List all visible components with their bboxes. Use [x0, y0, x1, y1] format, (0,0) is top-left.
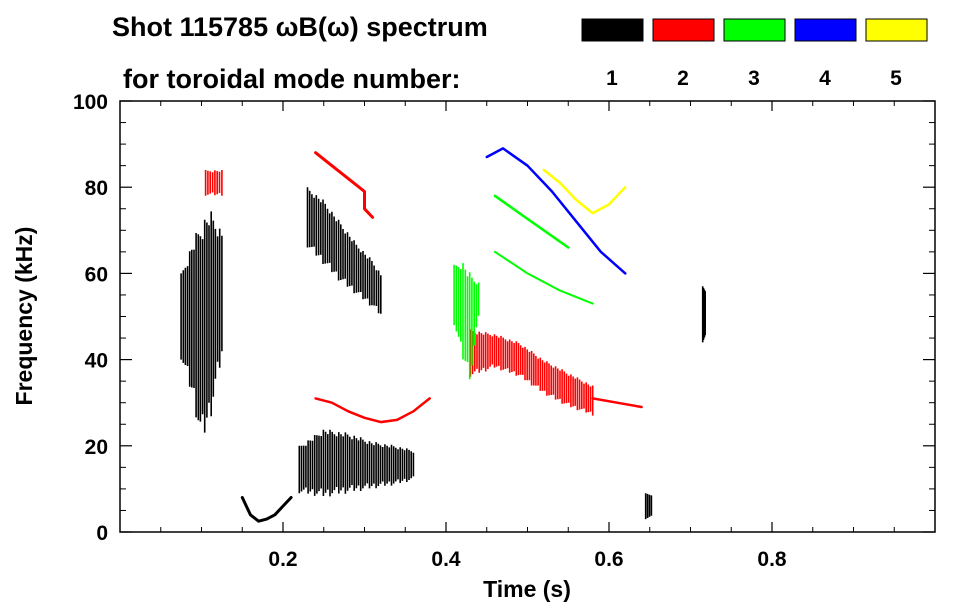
legend-label-mode-1: 1 [606, 67, 618, 90]
x-tick-label: 0.2 [268, 548, 297, 571]
feature-n1-edge [644, 493, 653, 520]
feature-n2-early-high [204, 170, 223, 196]
spectrogram-marks [180, 147, 706, 523]
legend-swatch-mode-5 [865, 18, 928, 42]
feature-n3-chirp-b [493, 250, 594, 305]
feature-n3-burst [453, 263, 480, 380]
legend-swatch-mode-4 [794, 18, 857, 42]
legend-label-mode-2: 2 [677, 67, 689, 90]
feature-n1-high-band [306, 187, 382, 314]
feature-n1-early-burst [180, 211, 223, 433]
feature-n2-upper-chirp [314, 151, 375, 219]
feature-n3-chirp-a [493, 194, 570, 249]
chart-title-line1: Shot 115785 ωB(ω) spectrum [112, 12, 488, 42]
x-tick-label: 0.8 [757, 548, 787, 571]
feature-n5-chirp [542, 168, 627, 215]
y-tick-label: 60 [85, 263, 108, 286]
y-tick-label: 80 [85, 177, 108, 200]
x-axis-label: Time (s) [483, 576, 571, 602]
feature-n1-fishbones [298, 429, 415, 497]
legend-label-mode-3: 3 [748, 67, 760, 90]
feature-n2-mid-arc [314, 397, 431, 424]
y-tick-label: 40 [85, 350, 108, 373]
axis-ticks: 0.2 0.4 0.6 0.8 0 20 40 60 80 100 [73, 91, 935, 571]
mode-legend: 1 2 3 4 5 [581, 18, 928, 90]
feature-n2-main-band [469, 329, 594, 416]
feature-n2-tail [591, 397, 643, 409]
y-tick-label: 100 [73, 91, 108, 114]
y-tick-label: 0 [96, 522, 108, 545]
x-tick-label: 0.4 [431, 548, 461, 571]
legend-swatch-mode-1 [581, 18, 644, 42]
chart-title-line2: for toroidal mode number: [123, 64, 461, 94]
feature-n1-chirp-down [240, 496, 293, 523]
legend-label-mode-5: 5 [890, 67, 902, 90]
legend-swatch-mode-2 [652, 18, 715, 42]
feature-n4-chirp [485, 147, 627, 275]
y-axis-label: Frequency (kHz) [11, 227, 37, 406]
feature-n1-late-spike [701, 286, 706, 343]
y-tick-label: 20 [85, 436, 108, 459]
x-tick-label: 0.6 [594, 548, 623, 571]
legend-label-mode-4: 4 [819, 67, 831, 90]
legend-swatch-mode-3 [723, 18, 786, 42]
